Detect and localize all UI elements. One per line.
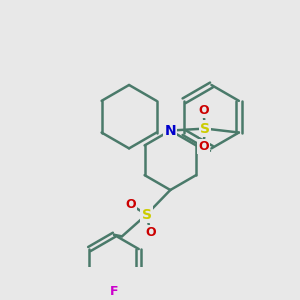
- Text: S: S: [142, 208, 152, 222]
- Text: N: N: [164, 124, 176, 138]
- Text: S: S: [200, 122, 210, 136]
- Text: O: O: [145, 226, 156, 239]
- Text: O: O: [198, 140, 208, 153]
- Text: O: O: [125, 198, 136, 211]
- Text: O: O: [198, 104, 208, 117]
- Text: F: F: [110, 285, 118, 298]
